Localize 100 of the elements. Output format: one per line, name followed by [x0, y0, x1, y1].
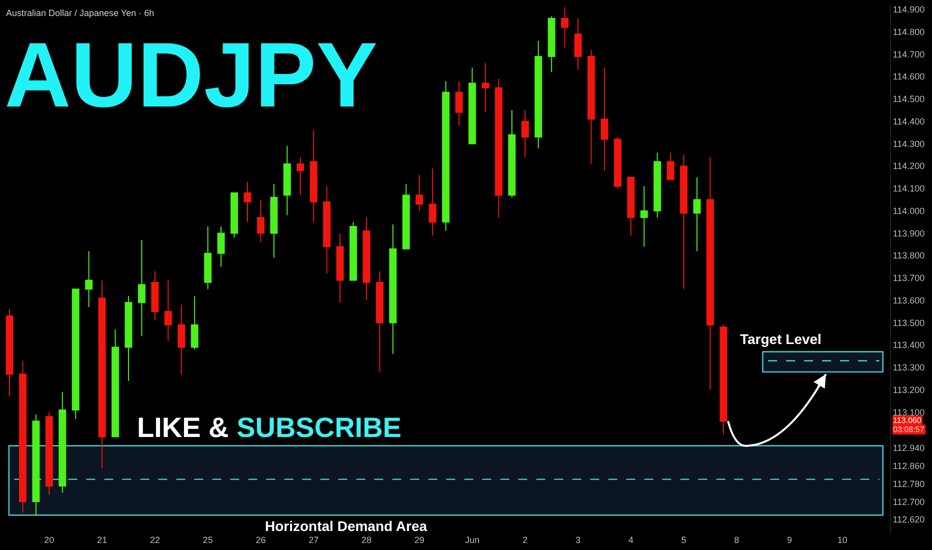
candlestick — [587, 49, 595, 164]
candlestick — [666, 152, 674, 180]
x-tick-label: 8 — [734, 535, 740, 545]
y-tick-label: 112.940 — [892, 443, 925, 454]
candlestick — [376, 270, 384, 372]
y-tick-label: 114.400 — [892, 116, 925, 126]
chart-subtitle: Australian Dollar / Japanese Yen · 6h — [6, 8, 154, 18]
candlestick — [508, 110, 516, 198]
candlestick — [455, 80, 463, 126]
candlestick — [112, 328, 120, 438]
candlestick — [362, 217, 370, 301]
y-tick-label: 113.200 — [892, 384, 925, 395]
candlestick — [693, 176, 701, 252]
candlestick — [482, 62, 490, 113]
y-tick-label: 114.000 — [892, 206, 925, 216]
candlestick — [151, 270, 159, 321]
annotation: LIKE & SUBSCRIBE — [137, 412, 402, 443]
candlestick — [270, 183, 278, 258]
candlestick — [706, 156, 714, 390]
x-tick-label: 2 — [522, 535, 528, 545]
y-tick-label: 114.200 — [892, 161, 925, 172]
candlestick — [32, 414, 40, 516]
text: 03:08:57 — [893, 425, 925, 434]
x-tick-label: 5 — [681, 535, 686, 545]
text: 113.060 — [893, 416, 922, 425]
candlestick — [494, 78, 502, 218]
y-tick-label: 114.800 — [892, 27, 925, 37]
candlestick — [19, 360, 26, 514]
band-label: Target Level — [740, 331, 822, 347]
y-tick-label: 113.100 — [892, 407, 925, 418]
candlestick — [402, 183, 410, 250]
y-tick-label: 113.700 — [892, 273, 925, 284]
candlestick — [627, 176, 635, 236]
candlestick — [720, 324, 728, 436]
candlestick — [442, 80, 450, 232]
x-tick-label: 28 — [361, 535, 372, 545]
x-tick-label: 26 — [256, 535, 266, 545]
y-tick-label: 113.600 — [892, 295, 925, 306]
candlestick — [336, 232, 344, 304]
candlestick — [416, 174, 424, 212]
x-tick-label: 3 — [575, 535, 581, 545]
candlestick — [204, 226, 212, 290]
candlestick — [138, 239, 146, 337]
y-tick-label: 114.100 — [892, 184, 925, 194]
candlestick — [283, 145, 291, 216]
candlestick — [548, 16, 556, 73]
x-tick-label: 27 — [308, 535, 319, 545]
y-tick-label: 114.300 — [892, 138, 925, 149]
candlestick — [45, 412, 53, 496]
candlestick — [164, 280, 172, 342]
candlestick — [574, 18, 582, 70]
y-tick-label: 113.800 — [892, 250, 925, 261]
y-tick-label: 112.780 — [892, 478, 925, 489]
y-tick-label: 113.400 — [892, 340, 925, 350]
x-tick-label: 20 — [44, 535, 54, 545]
candlestick — [614, 136, 622, 189]
candlestick — [521, 110, 529, 158]
x-tick-label: 29 — [414, 535, 424, 545]
candlestick — [98, 280, 106, 469]
candlestick — [600, 67, 608, 172]
y-tick-label: 112.620 — [892, 514, 925, 525]
y-tick-label: 114.600 — [892, 72, 925, 82]
x-tick-label: 22 — [150, 535, 160, 545]
x-tick-label: 4 — [628, 535, 634, 545]
candlestick — [389, 224, 397, 355]
candlestick — [230, 192, 238, 238]
candlestick — [534, 40, 542, 149]
candlestick — [85, 250, 93, 308]
y-tick-label: 112.860 — [892, 461, 925, 472]
candlestick — [680, 154, 688, 290]
candlestick — [310, 130, 318, 223]
y-tick-label: 114.500 — [892, 94, 925, 104]
candlestick — [256, 199, 264, 243]
candlestick — [296, 156, 304, 196]
band-label: Horizontal Demand Area — [265, 518, 428, 534]
y-tick-label: 113.900 — [892, 228, 925, 238]
candlestick — [72, 288, 80, 420]
x-tick-label: Jun — [464, 535, 480, 545]
candlestick — [350, 222, 357, 281]
candlestick — [468, 67, 476, 144]
chart-title: AUDJPY — [4, 24, 378, 126]
candlestick — [6, 308, 14, 398]
candlestick — [58, 392, 66, 494]
candlestick — [640, 186, 648, 248]
candlestick — [654, 152, 662, 218]
x-tick-label: 25 — [202, 535, 213, 545]
candlestick — [124, 295, 132, 382]
candlestick — [244, 181, 252, 223]
candlestick — [428, 168, 436, 236]
y-tick-label: 112.700 — [892, 496, 925, 507]
candlestick — [323, 186, 331, 274]
y-tick-label: 114.900 — [892, 4, 925, 15]
x-tick-label: 9 — [787, 535, 792, 545]
y-tick-label: 114.700 — [892, 49, 925, 60]
y-tick-label: 113.500 — [892, 318, 925, 328]
candlestick — [190, 295, 198, 350]
candlestick — [561, 6, 569, 48]
y-tick-label: 113.300 — [892, 362, 925, 373]
candlestick — [217, 226, 225, 268]
x-tick-label: 10 — [837, 535, 848, 545]
